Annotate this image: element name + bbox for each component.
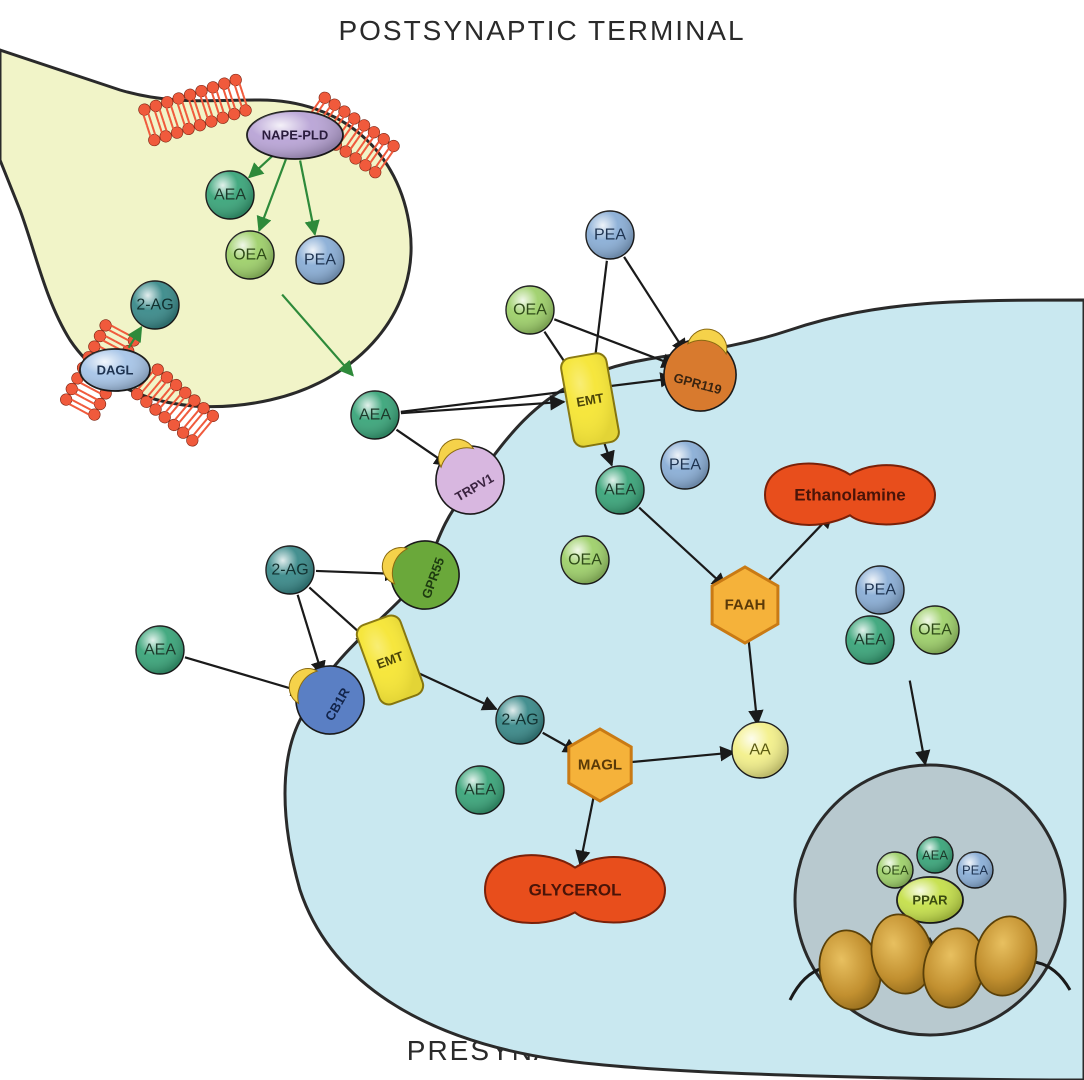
- molecule-pea: PEA: [856, 566, 904, 614]
- svg-text:AA: AA: [749, 742, 771, 759]
- molecule-2-ag: 2-AG: [496, 696, 544, 744]
- molecule-aea: AEA: [456, 766, 504, 814]
- svg-text:OEA: OEA: [568, 552, 602, 569]
- svg-text:NAPE-PLD: NAPE-PLD: [262, 128, 328, 143]
- svg-text:PEA: PEA: [669, 457, 701, 474]
- svg-text:OEA: OEA: [513, 302, 547, 319]
- receptor-dagl: DAGL: [80, 349, 150, 391]
- svg-text:AEA: AEA: [604, 482, 636, 499]
- svg-text:Ethanolamine: Ethanolamine: [794, 486, 905, 505]
- svg-text:2-AG: 2-AG: [271, 562, 308, 579]
- svg-text:OEA: OEA: [918, 622, 952, 639]
- arrow: [624, 257, 686, 353]
- diagram-canvas: POSTSYNAPTIC TERMINAL PRESYNAPTIC TERMIN…: [0, 0, 1084, 1080]
- svg-text:2-AG: 2-AG: [136, 297, 173, 314]
- svg-text:PEA: PEA: [962, 863, 988, 878]
- molecule-oea: OEA: [561, 536, 609, 584]
- svg-text:GLYCEROL: GLYCEROL: [529, 881, 622, 900]
- svg-text:PPAR: PPAR: [912, 893, 948, 908]
- svg-text:AEA: AEA: [144, 642, 176, 659]
- molecule-2-ag: 2-AG: [266, 546, 314, 594]
- molecule-pea: PEA: [296, 236, 344, 284]
- title-top: POSTSYNAPTIC TERMINAL: [338, 15, 745, 46]
- receptor-nape-pld: NAPE-PLD: [247, 111, 343, 159]
- svg-text:PEA: PEA: [594, 227, 626, 244]
- molecule-aa: AA: [732, 722, 788, 778]
- molecule-pea: PEA: [586, 211, 634, 259]
- molecule-aea: AEA: [596, 466, 644, 514]
- arrow: [185, 657, 305, 692]
- svg-text:MAGL: MAGL: [578, 757, 622, 774]
- molecule-oea: OEA: [911, 606, 959, 654]
- svg-text:AEA: AEA: [214, 187, 246, 204]
- svg-text:AEA: AEA: [854, 632, 886, 649]
- svg-text:PEA: PEA: [864, 582, 896, 599]
- molecule-oea: OEA: [506, 286, 554, 334]
- postsynaptic-region: [0, 50, 411, 407]
- svg-text:AEA: AEA: [464, 782, 496, 799]
- svg-text:OEA: OEA: [881, 863, 909, 878]
- svg-text:PEA: PEA: [304, 252, 336, 269]
- molecule-aea: AEA: [351, 391, 399, 439]
- svg-text:AEA: AEA: [359, 407, 391, 424]
- molecule-oea: OEA: [226, 231, 274, 279]
- svg-text:OEA: OEA: [233, 247, 267, 264]
- molecule-aea: AEA: [136, 626, 184, 674]
- svg-text:2-AG: 2-AG: [501, 712, 538, 729]
- svg-text:DAGL: DAGL: [97, 363, 134, 378]
- molecule-2-ag: 2-AG: [131, 281, 179, 329]
- molecule-aea: AEA: [206, 171, 254, 219]
- arrow: [298, 595, 323, 675]
- molecule-aea: AEA: [846, 616, 894, 664]
- molecule-pea: PEA: [661, 441, 709, 489]
- svg-text:FAAH: FAAH: [725, 597, 766, 614]
- svg-text:AEA: AEA: [922, 848, 948, 863]
